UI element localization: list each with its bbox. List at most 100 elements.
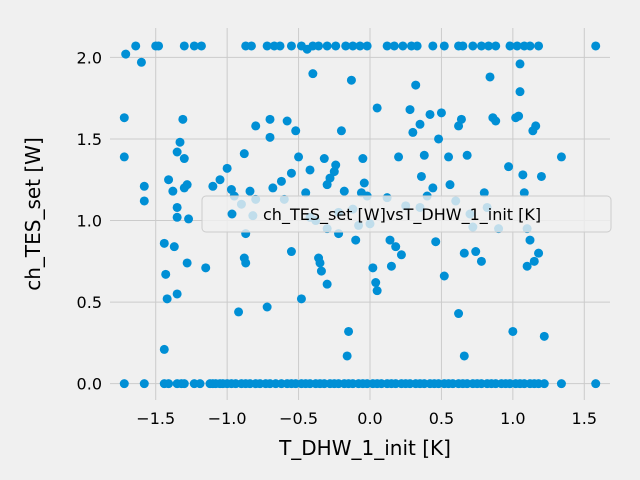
data-point	[301, 188, 311, 198]
data-point	[119, 152, 129, 162]
data-point	[179, 379, 189, 389]
data-point	[362, 41, 372, 51]
data-point	[396, 250, 406, 260]
data-point	[412, 41, 422, 51]
data-point	[139, 196, 149, 206]
data-point	[331, 41, 341, 51]
data-point	[201, 263, 211, 273]
data-point	[439, 41, 449, 51]
data-point	[339, 186, 349, 196]
data-point	[286, 41, 296, 51]
data-point	[314, 41, 324, 51]
data-point	[454, 309, 464, 319]
data-point	[169, 242, 179, 252]
data-point	[161, 269, 171, 279]
data-point	[428, 183, 438, 193]
data-point	[591, 379, 601, 389]
data-point	[556, 379, 566, 389]
data-point	[556, 152, 566, 162]
x-tick-label: 1.0	[500, 409, 525, 428]
data-point	[196, 41, 206, 51]
data-point	[119, 379, 129, 389]
data-point	[491, 41, 501, 51]
data-point	[322, 279, 332, 289]
data-point	[195, 379, 205, 389]
data-point	[444, 152, 454, 162]
data-point	[136, 57, 146, 67]
data-point	[265, 114, 275, 124]
data-point	[534, 248, 544, 258]
data-point	[355, 41, 365, 51]
data-point	[159, 344, 169, 354]
data-point	[536, 171, 546, 181]
y-axis-ticks: 0.0 0.5 1.0 1.5 2.0	[77, 48, 102, 393]
legend-box	[201, 195, 612, 233]
data-point	[342, 351, 352, 361]
data-point	[305, 165, 315, 175]
data-point	[325, 173, 335, 183]
data-point	[175, 137, 185, 147]
data-point	[348, 41, 358, 51]
data-point	[286, 247, 296, 257]
data-point	[275, 41, 285, 51]
data-point	[121, 49, 131, 59]
data-point	[479, 188, 489, 198]
data-point	[182, 180, 192, 190]
data-point	[331, 160, 341, 170]
data-point	[525, 41, 535, 51]
data-point	[344, 326, 354, 336]
data-point	[172, 212, 182, 222]
data-point	[459, 248, 469, 258]
data-point	[394, 152, 404, 162]
y-tick-label: 1.5	[77, 130, 102, 149]
data-point	[322, 41, 332, 51]
data-point	[172, 147, 182, 157]
data-point	[139, 379, 149, 389]
data-point	[539, 331, 549, 341]
legend-marker	[227, 209, 237, 219]
data-point	[425, 109, 435, 119]
data-point	[178, 114, 188, 124]
x-axis-label: T_DHW_1_init [K]	[278, 436, 451, 460]
data-point	[131, 41, 141, 51]
data-point	[528, 126, 538, 136]
data-point	[372, 103, 382, 113]
data-point	[164, 175, 174, 185]
data-point	[159, 238, 169, 248]
data-point	[239, 149, 249, 159]
data-point	[371, 278, 381, 288]
data-point	[368, 263, 378, 273]
data-point	[386, 261, 396, 271]
data-point	[445, 180, 455, 190]
data-point	[525, 235, 535, 245]
data-point	[515, 87, 525, 97]
data-point	[119, 113, 129, 123]
data-point	[405, 105, 415, 115]
legend-label: ch_TES_set [W]vsT_DHW_1_init [K]	[263, 205, 541, 225]
data-point	[179, 41, 189, 51]
data-point	[408, 127, 418, 137]
data-point	[419, 150, 429, 160]
data-point	[262, 41, 272, 51]
data-point	[341, 41, 351, 51]
data-point	[428, 41, 438, 51]
data-point	[351, 235, 361, 245]
data-point	[415, 119, 425, 129]
data-point	[182, 258, 192, 268]
data-point	[262, 302, 272, 312]
data-point	[505, 41, 515, 51]
data-point	[291, 126, 301, 136]
data-point	[294, 152, 304, 162]
data-point	[179, 154, 189, 164]
data-point	[484, 41, 494, 51]
data-point	[162, 294, 172, 304]
data-point	[529, 256, 539, 266]
data-point	[456, 114, 466, 124]
data-point	[139, 181, 149, 191]
x-tick-label: −1.5	[136, 409, 175, 428]
data-point	[164, 379, 174, 389]
data-point	[416, 171, 426, 181]
data-point	[534, 41, 544, 51]
data-point	[436, 108, 446, 118]
